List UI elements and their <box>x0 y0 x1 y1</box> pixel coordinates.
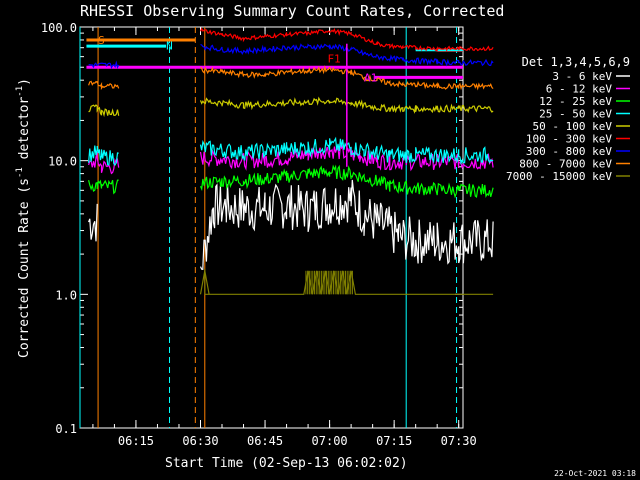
y-tick-label: 0.1 <box>55 422 77 436</box>
annotation-label: S <box>98 34 105 47</box>
x-tick-label: 06:15 <box>118 434 154 448</box>
footer-timestamp: 22-Oct-2021 03:18 <box>554 469 636 478</box>
legend-entry-label: 300 - 800 keV <box>526 145 612 158</box>
x-tick-label: 06:30 <box>182 434 218 448</box>
series-line-post <box>200 43 494 67</box>
y-axis-label-sup2: -1 <box>15 86 25 97</box>
y-axis-label-sup: -1 <box>15 167 25 178</box>
y-axis-label-mid: detector <box>17 97 32 168</box>
x-tick-label: 07:15 <box>376 434 412 448</box>
series-line-pre <box>88 104 120 118</box>
annotation-label: F1 <box>327 53 340 66</box>
legend-entry-label: 50 - 100 keV <box>533 120 613 133</box>
series-line-post <box>199 136 494 166</box>
series-line-post <box>199 96 494 114</box>
y-axis-label-main: Corrected Count Rate (s <box>17 178 32 358</box>
legend-entry-label: 25 - 50 keV <box>539 108 612 121</box>
legend-entry-label: 6 - 12 keV <box>546 83 613 96</box>
legend-entry-label: 12 - 25 keV <box>539 95 612 108</box>
legend-entry-label: 100 - 300 keV <box>526 133 612 146</box>
plot-axes: 0.1 1.0 10.0 100.0 06:15 06:30 06:45 07:00 07:15… <box>41 21 477 448</box>
y-tick-label: 10.0 <box>48 155 77 169</box>
chart-title: RHESSI Observing Summary Count Rates, Co… <box>80 2 504 20</box>
legend-entry-label: 7000 - 15000 keV <box>506 170 612 183</box>
series-line-pre <box>88 60 120 69</box>
x-tick-label: 07:30 <box>441 434 477 448</box>
legend-entry-label: 800 - 7000 keV <box>519 158 612 171</box>
series-line-pre <box>88 203 98 242</box>
x-tick-label: 07:00 <box>312 434 348 448</box>
y-tick-label: 1.0 <box>55 288 77 302</box>
annotations: S N F1 A1 <box>98 34 377 84</box>
series-line-post <box>200 65 494 91</box>
vertical-markers <box>79 27 458 428</box>
series-line-pre <box>88 179 119 195</box>
series-line-pre <box>88 145 119 167</box>
y-tick-label: 100.0 <box>41 21 77 35</box>
legend-title: Det 1,3,4,5,6,9 <box>522 55 630 69</box>
x-axis-label: Start Time (02-Sep-13 06:02:02) <box>165 456 408 471</box>
horizontal-status-bars <box>86 38 463 79</box>
legend-entry-label: 3 - 6 keV <box>552 70 612 83</box>
x-tick-label: 06:45 <box>247 434 283 448</box>
series-line-post <box>199 179 494 270</box>
y-axis-label: Corrected Count Rate (s-1 detector-1) <box>15 78 32 358</box>
series-line-pre <box>88 151 120 175</box>
series-line-pre <box>88 80 120 91</box>
series-line-post <box>199 27 494 53</box>
y-axis-label-end: ) <box>17 78 32 86</box>
series-line-post <box>199 164 494 199</box>
series-lines <box>88 27 494 295</box>
annotation-label: N <box>166 39 173 52</box>
annotation-label: A1 <box>364 71 377 84</box>
